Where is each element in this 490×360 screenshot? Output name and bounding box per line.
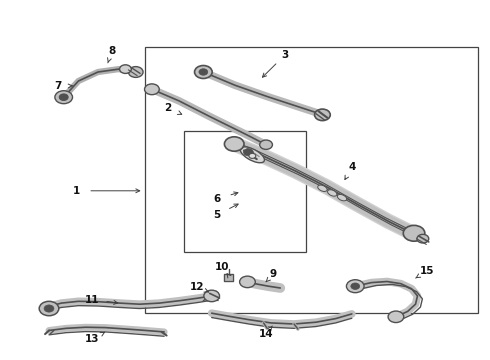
Circle shape	[120, 65, 131, 73]
Circle shape	[249, 153, 256, 158]
Polygon shape	[224, 274, 233, 281]
Circle shape	[199, 69, 208, 75]
Circle shape	[388, 311, 404, 323]
Circle shape	[39, 301, 59, 316]
Text: 9: 9	[270, 269, 277, 279]
Text: 14: 14	[259, 329, 273, 339]
Circle shape	[44, 305, 54, 312]
Circle shape	[403, 225, 425, 241]
Text: 11: 11	[85, 294, 99, 305]
Ellipse shape	[327, 190, 337, 196]
Text: 15: 15	[420, 266, 435, 276]
Polygon shape	[206, 291, 216, 298]
Circle shape	[59, 94, 68, 100]
Text: 4: 4	[348, 162, 356, 172]
Ellipse shape	[240, 147, 265, 163]
Text: 3: 3	[282, 50, 289, 60]
Circle shape	[244, 149, 253, 156]
Circle shape	[128, 67, 143, 77]
Text: 2: 2	[165, 103, 172, 113]
Text: 12: 12	[190, 282, 205, 292]
Circle shape	[351, 283, 360, 289]
Circle shape	[346, 280, 364, 293]
Text: 13: 13	[85, 334, 99, 344]
Circle shape	[240, 276, 255, 288]
Circle shape	[224, 137, 244, 151]
Circle shape	[204, 290, 220, 302]
Text: 1: 1	[73, 186, 79, 196]
Circle shape	[260, 140, 272, 149]
Circle shape	[195, 66, 212, 78]
Circle shape	[55, 91, 73, 104]
Text: 8: 8	[108, 46, 115, 57]
Circle shape	[417, 234, 429, 243]
Text: 6: 6	[214, 194, 220, 204]
Bar	[184, 131, 306, 252]
Text: 7: 7	[54, 81, 62, 91]
Circle shape	[145, 84, 159, 95]
Text: 10: 10	[215, 262, 229, 272]
Text: 5: 5	[214, 210, 220, 220]
Bar	[145, 47, 478, 313]
Circle shape	[315, 109, 330, 121]
Ellipse shape	[318, 185, 327, 192]
Ellipse shape	[337, 194, 347, 201]
